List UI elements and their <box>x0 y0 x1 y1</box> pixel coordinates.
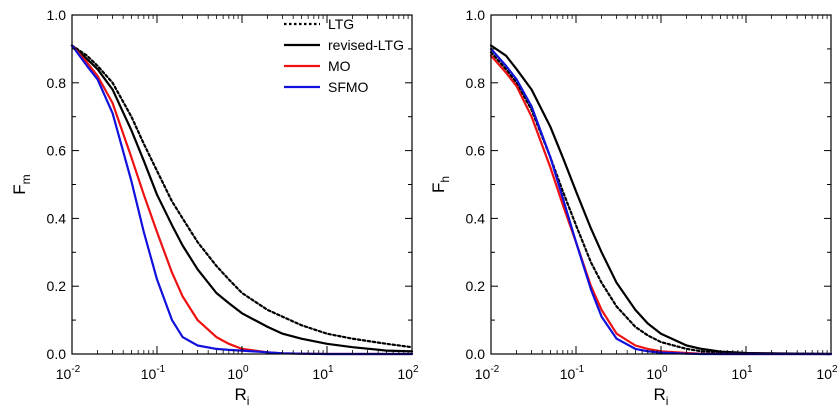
fh-y-tick-label: 1.0 <box>466 7 486 23</box>
fh-x-tick-label: 10-1 <box>560 364 585 382</box>
fh-x-tick-label: 10-2 <box>475 364 500 382</box>
fm-y-tick-label: 1.0 <box>47 7 67 23</box>
fh-y-tick-label: 0.2 <box>466 278 486 294</box>
fm-legend: LTG revised-LTG MO SFMO <box>284 16 404 95</box>
fm-legend-label: SFMO <box>328 79 369 95</box>
fm-y-tick-label: 0.4 <box>47 210 67 226</box>
fm-series-sfmo <box>70 44 414 356</box>
fh-y-tick-label: 0.4 <box>466 210 486 226</box>
fm-x-tick-label: 10-1 <box>141 364 166 382</box>
fm-y-tick-label: 0.0 <box>47 346 67 362</box>
fm-x-tick-label: 101 <box>312 364 334 382</box>
fm-x-tick-label: 10-2 <box>56 364 81 382</box>
fm-y-tick-label: 0.6 <box>47 143 67 159</box>
fh-y-tick-label: 0.6 <box>466 143 486 159</box>
fh-series-ltg <box>489 51 833 356</box>
fh-x-axis-label: Ri <box>654 385 669 408</box>
fh-y-tick-label: 0.8 <box>466 75 486 91</box>
fm-x-tick-label: 100 <box>227 364 249 382</box>
fh-x-tick-label: 100 <box>646 364 668 382</box>
fm-y-axis-label: Fm <box>10 174 33 194</box>
fm-y-tick-label: 0.8 <box>47 75 67 91</box>
fm-series-ltg <box>70 44 414 349</box>
fh-y-axis-label: Fh <box>429 176 452 193</box>
fm-legend-label: MO <box>328 58 351 74</box>
fm-x-tick-label: 102 <box>397 364 419 382</box>
fh-plot-frame <box>490 14 832 355</box>
fm-y-tick-label: 0.2 <box>47 278 67 294</box>
fh-series-revised-ltg <box>489 44 833 356</box>
fh-y-tick-label: 0.0 <box>466 346 486 362</box>
fm-legend-label: LTG <box>328 16 354 32</box>
fh-x-tick-label: 101 <box>731 364 753 382</box>
fh-x-tick-label: 102 <box>816 364 838 382</box>
fm-series-revised-ltg <box>70 44 414 353</box>
fm-plot-frame <box>71 14 413 355</box>
chart-panel-fm: 0.0 0.2 0.4 0.6 0.8 1.0 10-2 10-1 100 101 102 Ri Fm L… <box>10 7 419 408</box>
fm-legend-label: revised-LTG <box>328 37 404 53</box>
fm-x-axis-label: Ri <box>235 385 250 408</box>
fh-series-sfmo <box>489 47 833 356</box>
chart-panel-fh: 0.0 0.2 0.4 0.6 0.8 1.0 10-2 10-1 100 101 102 Ri Fh <box>429 7 838 408</box>
fh-series-mo <box>489 54 833 356</box>
